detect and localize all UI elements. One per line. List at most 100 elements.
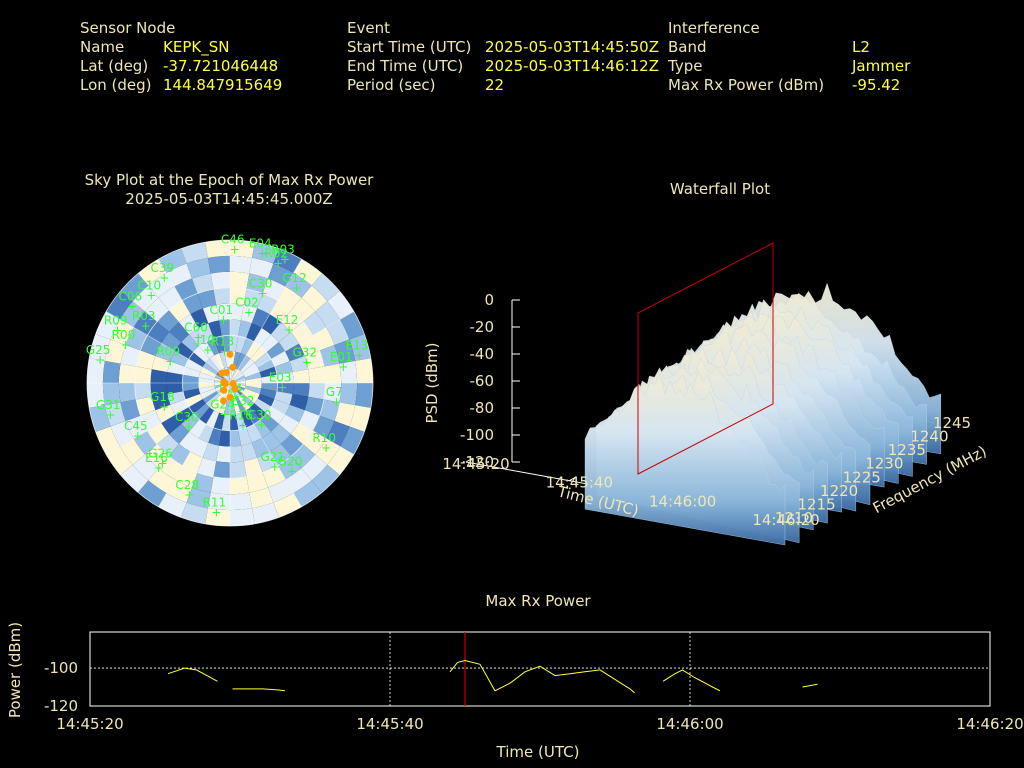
sky-cell — [304, 350, 324, 370]
satellite-label: C02 — [235, 295, 259, 309]
sky-cell — [208, 427, 222, 446]
sky-cell — [197, 289, 217, 309]
sky-cell — [125, 415, 148, 439]
sky-cell — [120, 273, 149, 302]
sky-cell — [155, 343, 175, 362]
sky-cell — [185, 393, 203, 407]
sky-cell — [166, 263, 192, 287]
satellite: +R11 — [203, 496, 227, 520]
sky-cell — [200, 367, 217, 378]
satellite-label: G24 — [210, 397, 235, 411]
sky-cell — [150, 383, 168, 397]
sky-cell — [270, 322, 291, 343]
interference-heading: Interference — [668, 19, 760, 37]
sky-cell — [339, 360, 358, 383]
sky-cell — [246, 472, 269, 493]
sky-cell — [120, 399, 141, 422]
sky-cell — [292, 383, 310, 397]
satellite-marker: + — [287, 465, 297, 479]
sky-cell — [230, 476, 250, 495]
waterfall-epoch-marker — [637, 242, 774, 475]
sky-cell — [268, 263, 294, 287]
sky-cell — [209, 395, 223, 411]
maxpower-line-segment — [802, 683, 818, 688]
sky-cell — [271, 351, 290, 367]
satellite-label: R09 — [156, 344, 180, 358]
sky-cell — [205, 358, 220, 373]
sky-cell — [202, 362, 218, 376]
satellite-label: J10 — [195, 333, 215, 347]
sky-cell — [213, 336, 225, 354]
satellite-marker: + — [133, 429, 143, 443]
satellite-marker: + — [113, 324, 123, 338]
sky-cell — [104, 402, 126, 427]
sky-cell — [170, 351, 189, 367]
satellite-label: G31 — [96, 398, 121, 412]
satellite-label: G25 — [86, 343, 111, 357]
sky-cell — [323, 363, 342, 383]
sky-spoke — [106, 311, 231, 384]
sky-cell — [261, 314, 282, 335]
sky-cell — [251, 308, 270, 328]
sky-cell — [181, 334, 200, 353]
sky-cell — [189, 419, 207, 439]
sky-cell — [232, 351, 241, 369]
sky-cell — [246, 273, 269, 294]
sky-cell — [242, 362, 258, 376]
satellite: +G12 — [282, 271, 307, 295]
sky-cell — [110, 421, 134, 447]
maxpower-x-tick: 14:46:00 — [656, 715, 723, 733]
sky-cell — [198, 385, 216, 394]
maxpower-ylabel: Power (dBm) — [6, 622, 24, 718]
sky-grid — [86, 239, 374, 527]
sky-cell — [119, 438, 145, 465]
sky-spoke — [229, 382, 302, 507]
end-value: 2025-05-03T14:46:12Z — [485, 57, 659, 75]
jammer-point — [221, 380, 229, 388]
sky-cell — [238, 427, 252, 446]
satellite-label: R10 — [312, 431, 336, 445]
sky-cell — [240, 410, 254, 428]
waterfall-freq-tick: 1215 — [797, 495, 835, 513]
sky-cell — [301, 454, 328, 481]
sky-cell — [106, 446, 133, 475]
sky-cell — [161, 414, 182, 435]
waterfall-z-tick: -20 — [470, 318, 495, 336]
sky-cell — [235, 336, 247, 354]
waterfall-band — [584, 373, 786, 546]
sky-cell — [230, 367, 233, 383]
sky-cell — [327, 446, 354, 475]
satellite-marker: + — [238, 419, 248, 433]
sky-cell — [241, 442, 258, 462]
sky-spoke — [229, 259, 302, 384]
satellite-layer: +C46+E04+R03+R02+C39+C10+C06+R03+R09+R00… — [86, 233, 369, 520]
sky-cell — [291, 444, 316, 469]
satellite-label: G21 — [260, 450, 285, 464]
event-info: Event Start Time (UTC) 2025-05-03T14:45:5… — [347, 19, 677, 95]
sky-cell — [285, 272, 312, 298]
sky-cell — [232, 397, 241, 415]
sky-cell — [161, 331, 182, 352]
satellite-label: G20 — [278, 455, 303, 469]
sky-cell — [245, 407, 261, 425]
waterfall-z-tick: -80 — [470, 399, 495, 417]
event-heading: Event — [347, 19, 390, 37]
satellite-label: C30 — [175, 410, 199, 424]
sky-cell — [89, 405, 111, 432]
sky-cell — [276, 371, 294, 383]
sky-cell — [102, 383, 121, 406]
sky-cell — [312, 415, 335, 439]
sky-cell — [208, 320, 222, 339]
sky-cell — [206, 410, 220, 428]
sky-cell — [271, 399, 290, 415]
sky-cell — [120, 464, 149, 493]
sky-cell — [134, 383, 152, 400]
satellite-label: R00 — [112, 328, 136, 342]
satellite-marker: + — [159, 271, 169, 285]
maxpower-x-tick: 14:46:20 — [956, 715, 1023, 733]
sky-cell — [235, 396, 246, 413]
satellite: +C45 — [124, 419, 148, 443]
sky-cell — [104, 339, 126, 364]
satellite: +G24 — [210, 397, 235, 421]
